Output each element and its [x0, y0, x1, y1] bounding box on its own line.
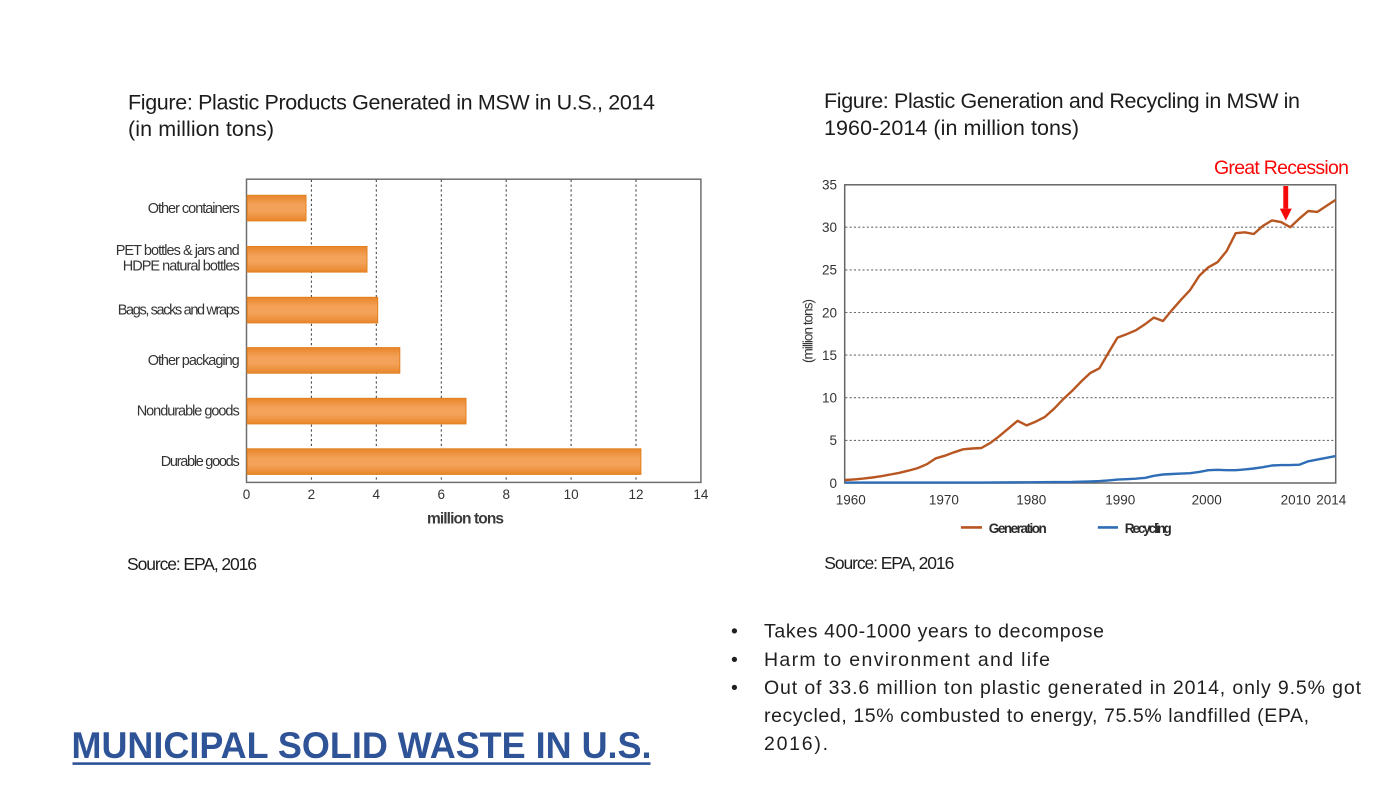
svg-text:Source: EPA, 2016: Source: EPA, 2016	[127, 554, 257, 574]
svg-text:Other containers: Other containers	[148, 201, 240, 217]
svg-text:Source: EPA, 2016: Source: EPA, 2016	[824, 553, 954, 573]
svg-text:recycled, 15% combusted to ene: recycled, 15% combusted to energy, 75.5%…	[764, 705, 1309, 727]
svg-text:25: 25	[822, 263, 837, 278]
svg-text:5: 5	[829, 433, 837, 448]
svg-text:PET bottles & jars and: PET bottles & jars and	[116, 243, 240, 259]
svg-text:12: 12	[628, 487, 643, 502]
svg-text:1960-2014 (in million tons): 1960-2014 (in million tons)	[824, 116, 1079, 140]
svg-text:35: 35	[822, 177, 837, 192]
svg-text:Great Recession: Great Recession	[1214, 157, 1349, 179]
svg-text:20: 20	[822, 305, 837, 320]
svg-text:2010: 2010	[1281, 493, 1311, 508]
svg-text:Nondurable goods: Nondurable goods	[137, 403, 240, 419]
svg-text:(in million tons): (in million tons)	[128, 117, 274, 141]
svg-text:2: 2	[308, 487, 316, 502]
svg-text:Figure: Plastic Products Gener: Figure: Plastic Products Generated in MS…	[128, 91, 655, 115]
svg-text:1970: 1970	[929, 493, 959, 508]
svg-text:10: 10	[822, 391, 837, 406]
svg-text:14: 14	[693, 487, 709, 502]
svg-text:15: 15	[822, 348, 837, 363]
svg-text:4: 4	[373, 487, 381, 502]
svg-text:2014: 2014	[1316, 493, 1347, 508]
svg-text:Out of 33.6 million ton plasti: Out of 33.6 million ton plastic generate…	[764, 677, 1362, 699]
svg-text:•: •	[731, 621, 738, 643]
svg-text:Other packaging: Other packaging	[148, 353, 240, 369]
svg-text:Figure: Plastic Generation and: Figure: Plastic Generation and Recycling…	[824, 89, 1300, 113]
svg-text:2000: 2000	[1192, 493, 1222, 508]
svg-text:Harm to environment and life: Harm to environment and life	[764, 649, 1050, 671]
svg-text:1980: 1980	[1016, 493, 1046, 508]
svg-text:•: •	[731, 649, 738, 671]
svg-text:30: 30	[822, 220, 837, 235]
svg-text:Generation: Generation	[989, 521, 1047, 536]
svg-text:Bags, sacks and wraps: Bags, sacks and wraps	[118, 303, 240, 319]
svg-text:Recycling: Recycling	[1125, 521, 1172, 536]
svg-text:Takes 400-1000 years to decomp: Takes 400-1000 years to decompose	[764, 621, 1104, 643]
svg-text:1990: 1990	[1105, 493, 1135, 508]
svg-text:million tons: million tons	[427, 511, 504, 528]
svg-text:•: •	[731, 677, 738, 699]
svg-text:1960: 1960	[836, 493, 866, 508]
svg-text:0: 0	[829, 476, 837, 491]
svg-text:8: 8	[502, 487, 510, 502]
svg-text:2016).: 2016).	[764, 733, 828, 755]
svg-text:(million tons): (million tons)	[801, 299, 816, 363]
svg-text:10: 10	[564, 487, 579, 502]
svg-text:0: 0	[243, 487, 251, 502]
svg-text:Durable goods: Durable goods	[161, 454, 240, 470]
svg-text:MUNICIPAL SOLID WASTE IN U.S.: MUNICIPAL SOLID WASTE IN U.S.	[72, 724, 652, 766]
svg-text:HDPE natural bottles: HDPE natural bottles	[123, 259, 240, 275]
svg-text:6: 6	[438, 487, 446, 502]
